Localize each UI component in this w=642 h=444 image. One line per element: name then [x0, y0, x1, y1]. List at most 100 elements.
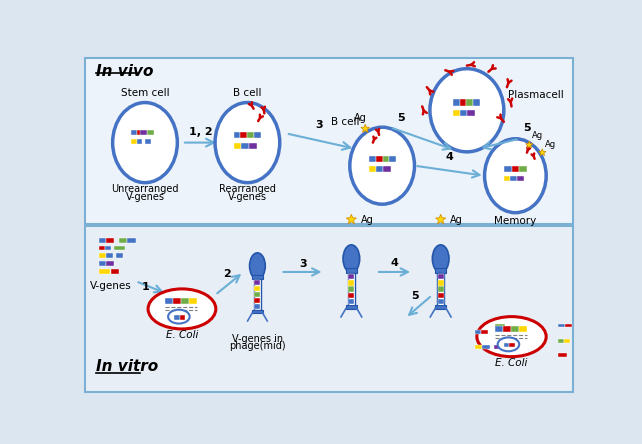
Text: 3: 3 — [299, 259, 307, 269]
Text: V-genes: V-genes — [125, 192, 164, 202]
Bar — [111, 269, 119, 274]
Bar — [376, 166, 383, 172]
Bar — [438, 274, 444, 279]
Bar — [517, 176, 524, 181]
Bar — [254, 286, 261, 291]
Bar — [512, 166, 519, 172]
Bar — [99, 261, 107, 266]
Text: Ag: Ag — [354, 113, 367, 123]
Text: Ag: Ag — [544, 140, 556, 149]
Bar — [460, 99, 467, 106]
Bar — [114, 246, 125, 250]
Bar — [348, 273, 355, 306]
Bar — [181, 298, 189, 304]
Bar — [482, 330, 489, 333]
Ellipse shape — [343, 245, 360, 273]
Text: 1, 2: 1, 2 — [189, 127, 213, 137]
Bar — [107, 261, 114, 266]
Bar — [146, 130, 154, 135]
Bar — [106, 254, 112, 258]
Bar — [254, 280, 261, 285]
Bar — [389, 156, 396, 162]
Text: V-genes in: V-genes in — [232, 333, 283, 344]
Bar — [137, 130, 143, 135]
Bar — [252, 275, 263, 279]
Bar — [174, 315, 180, 320]
Bar — [467, 99, 473, 106]
Text: 1: 1 — [142, 282, 150, 292]
Bar — [189, 298, 197, 304]
Ellipse shape — [430, 69, 504, 152]
Bar — [494, 326, 503, 332]
Bar — [145, 139, 151, 144]
Text: Ag: Ag — [532, 131, 543, 140]
Text: 4: 4 — [390, 258, 399, 268]
Bar — [460, 110, 467, 116]
Polygon shape — [539, 149, 546, 156]
Ellipse shape — [432, 245, 449, 273]
Bar — [504, 343, 509, 347]
Text: B cell: B cell — [233, 88, 262, 98]
Bar — [127, 238, 135, 243]
Ellipse shape — [250, 253, 265, 279]
Polygon shape — [346, 214, 356, 224]
FancyBboxPatch shape — [85, 226, 573, 392]
Bar — [254, 132, 261, 138]
Text: E. Coli: E. Coli — [496, 358, 528, 368]
Bar — [376, 156, 383, 162]
Bar — [254, 279, 261, 310]
Bar — [437, 273, 444, 306]
Bar — [369, 166, 376, 172]
Bar — [438, 299, 444, 305]
Bar — [131, 130, 137, 135]
Bar — [438, 293, 444, 298]
Ellipse shape — [498, 337, 519, 351]
Bar — [453, 99, 460, 106]
Bar — [247, 132, 254, 138]
Bar — [467, 110, 474, 116]
Bar — [254, 298, 261, 303]
Text: Memory: Memory — [494, 216, 537, 226]
Text: Ag: Ag — [450, 214, 463, 225]
Bar — [173, 298, 181, 304]
Bar — [99, 246, 105, 250]
Bar — [165, 298, 173, 304]
Text: In vitro: In vitro — [96, 359, 158, 373]
Text: Ag: Ag — [361, 214, 374, 225]
Text: B cell: B cell — [331, 117, 359, 127]
Bar — [511, 326, 519, 332]
Text: phage(mid): phage(mid) — [229, 341, 286, 351]
Bar — [234, 143, 241, 149]
Bar — [348, 293, 354, 298]
Ellipse shape — [148, 289, 216, 329]
Text: Unrearranged: Unrearranged — [111, 184, 178, 194]
Polygon shape — [361, 124, 370, 132]
Bar — [348, 299, 354, 305]
Bar — [346, 305, 357, 309]
Bar — [348, 286, 354, 292]
Bar — [519, 326, 527, 332]
Text: 5: 5 — [412, 291, 419, 301]
Bar — [519, 166, 527, 172]
Text: V-genes: V-genes — [91, 281, 132, 291]
Bar — [105, 246, 111, 250]
Bar — [503, 326, 511, 332]
Bar — [494, 345, 501, 349]
Bar — [137, 139, 142, 144]
Text: Rearranged: Rearranged — [219, 184, 276, 194]
Bar — [99, 254, 106, 258]
FancyBboxPatch shape — [85, 58, 573, 224]
Bar — [558, 324, 565, 327]
Bar — [510, 176, 517, 181]
Text: In vivo: In vivo — [96, 64, 153, 79]
Bar — [99, 238, 107, 243]
Ellipse shape — [112, 103, 177, 182]
Text: E. Coli: E. Coli — [166, 330, 198, 341]
Bar — [558, 353, 567, 357]
Bar — [131, 139, 137, 144]
Bar — [494, 324, 505, 327]
Bar — [558, 339, 564, 343]
Bar — [564, 339, 570, 343]
Bar — [435, 305, 446, 309]
Text: 2: 2 — [223, 269, 230, 279]
